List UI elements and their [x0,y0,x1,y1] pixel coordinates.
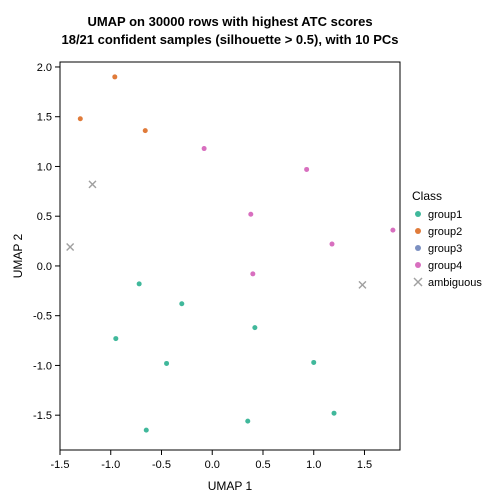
y-tick-label: 2.0 [37,62,52,74]
chart-title-line2: 18/21 confident samples (silhouette > 0.… [61,32,398,47]
y-tick-label: 0.5 [37,211,52,223]
y-tick-label: -0.5 [33,311,52,323]
data-point [113,336,118,341]
umap-scatter-chart: -1.5 -1.0 -0.5 0.0 0.5 1.0 1.5 -1.5 -1.0 -0.5 0.0 0… [0,0,504,504]
y-tick-label: 0.0 [37,261,52,273]
x-tick-label: 0.0 [205,459,220,471]
chart-svg: -1.5 -1.0 -0.5 0.0 0.5 1.0 1.5 -1.5 -1.0 -0.5 0.0 0… [0,0,504,504]
legend-label: group1 [428,209,462,221]
data-point [248,212,253,217]
x-tick-label: 1.5 [357,459,372,471]
data-point [112,74,117,79]
y-tick-label: -1.0 [33,360,52,372]
x-axis-label: UMAP 1 [208,479,253,493]
data-point [390,228,395,233]
data-point [143,128,148,133]
data-point [78,116,83,121]
data-point [179,301,184,306]
data-point [144,428,149,433]
x-tick-label: -1.5 [51,459,70,471]
chart-title-line1: UMAP on 30000 rows with highest ATC scor… [87,14,372,29]
legend-label: group2 [428,226,462,238]
data-point [304,167,309,172]
x-tick-label: 1.0 [306,459,321,471]
legend-label: group4 [428,260,462,272]
y-axis-label: UMAP 2 [11,233,25,278]
legend-title: Class [412,189,442,203]
data-point [245,419,250,424]
legend-label: ambiguous [428,277,482,289]
x-tick-label: 0.5 [255,459,270,471]
legend-label: group3 [428,243,462,255]
data-point [164,361,169,366]
y-tick-label: 1.5 [37,112,52,124]
x-tick-label: -0.5 [152,459,171,471]
x-tick-label: -1.0 [101,459,120,471]
data-point [250,271,255,276]
data-point [330,242,335,247]
data-point [137,281,142,286]
data-point [311,360,316,365]
data-point [202,146,207,151]
data-point [332,411,337,416]
y-tick-label: 1.0 [37,161,52,173]
y-tick-label: -1.5 [33,410,52,422]
data-point [252,325,257,330]
